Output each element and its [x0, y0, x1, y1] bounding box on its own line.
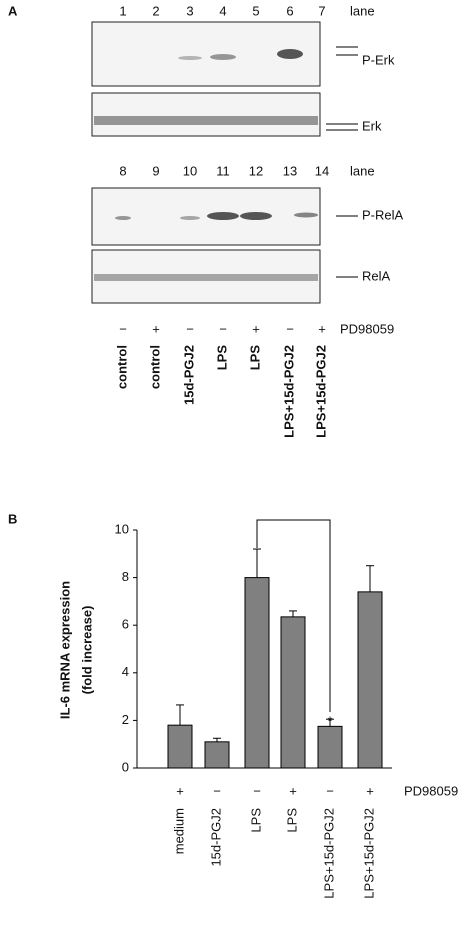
pd-sign: + — [252, 321, 260, 336]
lane-number: 4 — [219, 3, 226, 18]
bar — [317, 725, 343, 769]
y-axis-label: IL-6 mRNA expression — [57, 581, 72, 719]
bar — [204, 741, 230, 769]
lane-number: 13 — [283, 163, 297, 178]
lane-number: 12 — [249, 163, 263, 178]
lane-number: 3 — [186, 3, 193, 18]
y-tick-label: 10 — [115, 521, 129, 536]
pd-sign: + — [152, 321, 160, 336]
arrows — [326, 46, 358, 278]
annotation: * — [327, 713, 332, 728]
lane-number: 1 — [119, 3, 126, 18]
lane-word: lane — [350, 3, 375, 18]
lane-number: 6 — [286, 3, 293, 18]
pd-sign: − — [213, 783, 221, 798]
y-tick-label: 2 — [122, 712, 129, 727]
treatment-label: control — [147, 345, 162, 389]
pd-sign: − — [286, 321, 294, 336]
treatment-label: LPS — [247, 345, 262, 371]
panel-label: B — [8, 511, 17, 526]
lane-number: 10 — [183, 163, 197, 178]
panel-label: A — [8, 3, 18, 18]
blot — [91, 187, 321, 246]
y-tick-label: 4 — [122, 664, 129, 679]
y-tick-label: 6 — [122, 617, 129, 632]
lane-word: lane — [350, 163, 375, 178]
x-tick-label: LPS — [284, 808, 299, 833]
band — [210, 54, 236, 60]
lane-number: 11 — [216, 163, 230, 178]
pd-sign: − — [119, 321, 127, 336]
band — [207, 212, 239, 220]
treatment-label: LPS — [214, 345, 229, 371]
x-tick-label: 15d-PGJ2 — [208, 808, 223, 867]
blot-label: P-Erk — [362, 52, 395, 67]
blot-label: Erk — [362, 118, 382, 133]
band — [94, 274, 318, 281]
blots — [91, 21, 321, 304]
lane-number: 9 — [152, 163, 159, 178]
lane-number: 5 — [252, 3, 259, 18]
blot — [91, 92, 321, 137]
lane-number: 2 — [152, 3, 159, 18]
bar — [167, 724, 193, 769]
x-tick-label: medium — [171, 808, 186, 854]
band — [94, 116, 318, 125]
lane-number: 14 — [315, 163, 329, 178]
band — [178, 56, 202, 60]
x-tick-label: LPS — [248, 808, 263, 833]
pd-label: PD98059 — [404, 783, 458, 798]
pd-sign: + — [289, 783, 297, 798]
lane-number: 8 — [119, 163, 126, 178]
band — [180, 216, 200, 220]
treatment-label: LPS+15d-PGJ2 — [281, 345, 296, 438]
band — [294, 212, 318, 218]
treatment-label: LPS+15d-PGJ2 — [313, 345, 328, 438]
y-axis-label: (fold increase) — [79, 606, 94, 695]
x-tick-label: LPS+15d-PGJ2 — [321, 808, 336, 899]
treatment-label: control — [114, 345, 129, 389]
bracket — [256, 519, 331, 712]
bar — [280, 616, 306, 769]
bar — [357, 591, 383, 769]
pd-sign: + — [366, 783, 374, 798]
pd-sign: + — [176, 783, 184, 798]
pd-sign: − — [253, 783, 261, 798]
blot-label: P-RelA — [362, 207, 404, 222]
band — [277, 49, 303, 59]
y-tick-label: 0 — [122, 759, 129, 774]
pd-sign: − — [326, 783, 334, 798]
band — [115, 216, 131, 220]
lane-number: 7 — [318, 3, 325, 18]
pd-sign: − — [219, 321, 227, 336]
pd-sign: − — [186, 321, 194, 336]
treatment-label: 15d-PGJ2 — [181, 345, 196, 405]
band — [240, 212, 272, 220]
y-tick-label: 8 — [122, 569, 129, 584]
pd-sign: + — [318, 321, 326, 336]
x-tick-label: LPS+15d-PGJ2 — [361, 808, 376, 899]
pd-label: PD98059 — [340, 321, 394, 336]
blot-label: RelA — [362, 268, 391, 283]
bar — [244, 577, 270, 769]
